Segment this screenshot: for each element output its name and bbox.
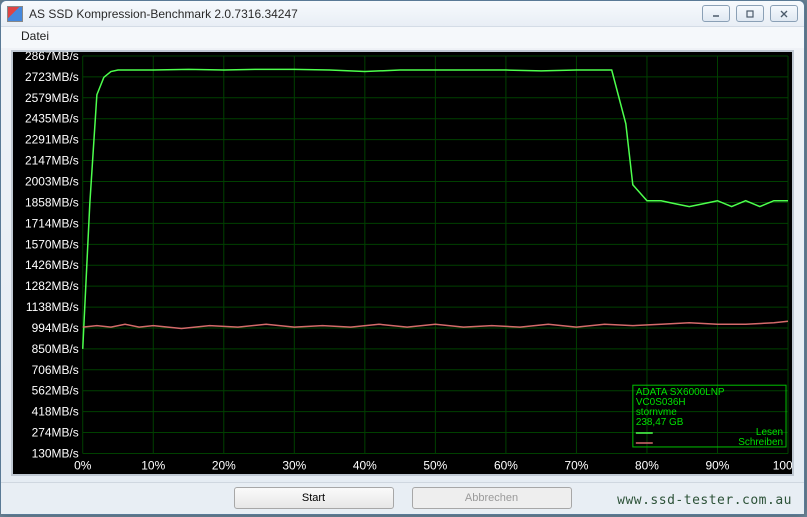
svg-text:30%: 30%: [282, 459, 306, 473]
compression-chart: 130MB/s 274MB/s 418MB/s 562MB/s 706MB/s 850MB…: [11, 50, 794, 475]
svg-text:1138MB/s: 1138MB/s: [26, 301, 79, 315]
minimize-button[interactable]: [702, 5, 730, 22]
close-button[interactable]: [770, 5, 798, 22]
menu-file[interactable]: Datei: [13, 27, 57, 45]
svg-text:10%: 10%: [141, 459, 165, 473]
svg-text:40%: 40%: [353, 459, 377, 473]
svg-text:2723MB/s: 2723MB/s: [25, 70, 79, 84]
svg-text:994MB/s: 994MB/s: [32, 321, 79, 335]
svg-text:274MB/s: 274MB/s: [32, 426, 79, 440]
app-icon: [7, 6, 23, 22]
maximize-button[interactable]: [736, 5, 764, 22]
svg-text:2003MB/s: 2003MB/s: [25, 175, 79, 189]
svg-text:70%: 70%: [564, 459, 588, 473]
start-button[interactable]: Start: [234, 487, 394, 509]
svg-text:1714MB/s: 1714MB/s: [25, 217, 79, 231]
svg-text:60%: 60%: [494, 459, 518, 473]
svg-text:850MB/s: 850MB/s: [32, 342, 79, 356]
watermark: www.ssd-tester.com.au: [617, 493, 792, 508]
menubar: Datei: [1, 27, 804, 48]
svg-text:1570MB/s: 1570MB/s: [25, 238, 79, 252]
window-controls: [702, 5, 798, 22]
svg-text:2579MB/s: 2579MB/s: [25, 91, 79, 105]
bottom-bar: Start Abbrechen www.ssd-tester.com.au: [1, 482, 804, 514]
abort-button: Abbrechen: [412, 487, 572, 509]
svg-text:20%: 20%: [212, 459, 236, 473]
svg-text:562MB/s: 562MB/s: [32, 384, 79, 398]
svg-text:2867MB/s: 2867MB/s: [25, 52, 79, 63]
svg-text:2291MB/s: 2291MB/s: [25, 133, 79, 147]
svg-text:130MB/s: 130MB/s: [32, 447, 79, 461]
svg-text:238,47 GB: 238,47 GB: [636, 418, 684, 429]
svg-text:Schreiben: Schreiben: [738, 437, 783, 448]
app-window: AS SSD Kompression-Benchmark 2.0.7316.34…: [0, 0, 805, 515]
svg-text:1282MB/s: 1282MB/s: [25, 280, 79, 294]
svg-text:2435MB/s: 2435MB/s: [25, 112, 79, 126]
svg-text:0%: 0%: [74, 459, 92, 473]
svg-text:1858MB/s: 1858MB/s: [25, 196, 79, 210]
titlebar[interactable]: AS SSD Kompression-Benchmark 2.0.7316.34…: [1, 1, 804, 27]
svg-text:100%: 100%: [773, 459, 792, 473]
svg-text:90%: 90%: [706, 459, 730, 473]
svg-text:80%: 80%: [635, 459, 659, 473]
svg-text:418MB/s: 418MB/s: [32, 405, 79, 419]
svg-text:2147MB/s: 2147MB/s: [25, 154, 79, 168]
window-title: AS SSD Kompression-Benchmark 2.0.7316.34…: [29, 7, 702, 21]
svg-text:1426MB/s: 1426MB/s: [25, 259, 79, 273]
svg-text:706MB/s: 706MB/s: [32, 363, 79, 377]
svg-text:50%: 50%: [423, 459, 447, 473]
chart-canvas: 130MB/s 274MB/s 418MB/s 562MB/s 706MB/s 850MB…: [13, 52, 792, 473]
